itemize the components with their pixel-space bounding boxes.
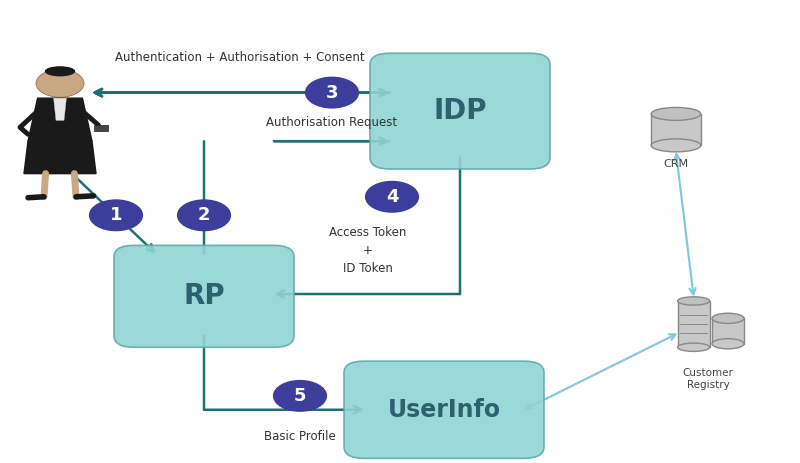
Text: Customer
Registry: Customer Registry: [682, 368, 734, 390]
Circle shape: [178, 200, 230, 231]
Polygon shape: [54, 98, 66, 120]
Text: 5: 5: [294, 387, 306, 405]
Circle shape: [90, 200, 142, 231]
Text: 1: 1: [110, 206, 122, 224]
FancyBboxPatch shape: [712, 319, 744, 344]
Ellipse shape: [678, 343, 710, 351]
Text: CRM: CRM: [663, 159, 689, 169]
Text: Basic Profile: Basic Profile: [264, 430, 336, 443]
Ellipse shape: [712, 339, 744, 349]
Ellipse shape: [651, 107, 701, 120]
Text: RP: RP: [183, 282, 225, 310]
Circle shape: [36, 69, 84, 97]
Ellipse shape: [45, 66, 75, 76]
Text: Authentication + Authorisation + Consent: Authentication + Authorisation + Consent: [115, 51, 365, 64]
FancyBboxPatch shape: [370, 53, 550, 169]
FancyBboxPatch shape: [651, 114, 701, 145]
Ellipse shape: [712, 313, 744, 323]
Text: UserInfo: UserInfo: [387, 398, 501, 422]
Polygon shape: [28, 98, 92, 141]
Text: Authorisation Request: Authorisation Request: [266, 116, 398, 129]
Ellipse shape: [651, 139, 701, 152]
FancyBboxPatch shape: [344, 361, 544, 458]
Ellipse shape: [678, 297, 710, 305]
Text: Access Token
+
ID Token: Access Token + ID Token: [330, 225, 406, 275]
Circle shape: [274, 381, 326, 411]
Circle shape: [366, 181, 418, 212]
Text: 3: 3: [326, 84, 338, 101]
Polygon shape: [24, 141, 96, 174]
Text: 4: 4: [386, 188, 398, 206]
Bar: [94, 125, 108, 131]
Text: 2: 2: [198, 206, 210, 224]
FancyBboxPatch shape: [114, 245, 294, 347]
Text: IDP: IDP: [434, 97, 486, 125]
Circle shape: [306, 77, 358, 108]
FancyBboxPatch shape: [678, 301, 710, 347]
